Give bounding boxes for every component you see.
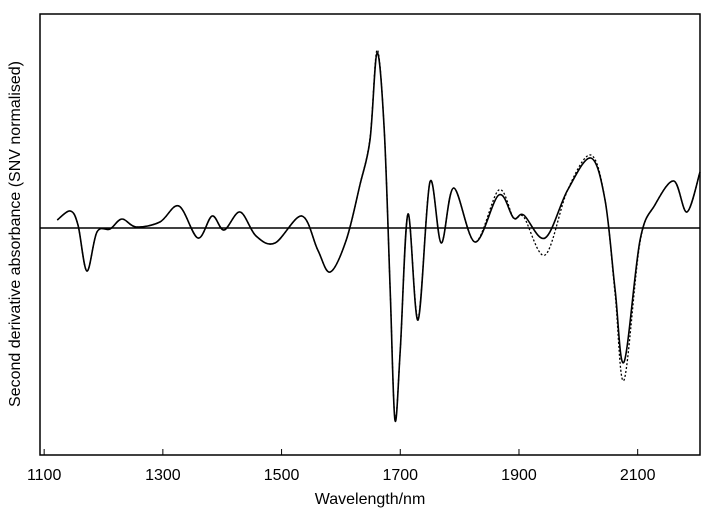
- x-axis-label: Wavelength/nm: [315, 491, 426, 508]
- x-tick-label: 1100: [27, 467, 62, 484]
- x-tick-label: 1900: [501, 467, 537, 484]
- x-tick-label: 2100: [620, 467, 656, 484]
- x-tick-label: 1700: [382, 467, 418, 484]
- x-tick-label: 1300: [145, 467, 181, 484]
- x-tick-label: 1500: [264, 467, 300, 484]
- plot-frame: [39, 13, 701, 456]
- spectrum-line: [56, 52, 701, 423]
- spectrum-line: [56, 49, 701, 421]
- y-axis-label: Second derivative absorbance (SNV normal…: [7, 61, 24, 407]
